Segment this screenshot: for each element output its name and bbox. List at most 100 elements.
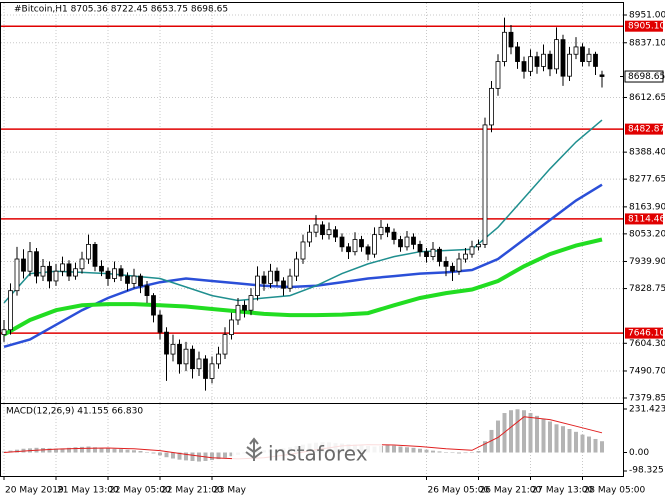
candle-body xyxy=(411,236,416,245)
macd-bar xyxy=(223,452,227,458)
candle-body xyxy=(112,268,117,279)
candle-body xyxy=(515,46,520,62)
candle-body xyxy=(326,229,332,236)
candle-body xyxy=(1,329,7,335)
level-label: 8114.46 xyxy=(628,214,665,224)
candle-body xyxy=(92,243,98,267)
candle-body xyxy=(118,268,124,277)
last-price-label: 8698.65 xyxy=(628,72,665,82)
candle-body xyxy=(307,231,312,243)
candle-body xyxy=(378,226,384,236)
macd-bar xyxy=(60,448,65,453)
macd-bar xyxy=(522,410,526,453)
candle-body xyxy=(391,231,397,240)
candle-body xyxy=(294,258,299,277)
y-tick-label: 8612.65 xyxy=(629,93,665,103)
macd-bar xyxy=(47,448,52,453)
macd-bar xyxy=(554,424,559,453)
macd-bar xyxy=(171,452,175,459)
level-label: 8482.87 xyxy=(628,125,665,135)
y-tick-label: 8837.10 xyxy=(629,38,665,48)
macd-bar xyxy=(99,447,104,453)
candle-body xyxy=(60,263,65,272)
macd-bar xyxy=(600,441,604,453)
candle-body xyxy=(476,243,481,248)
candle-body xyxy=(586,53,592,62)
candle-body xyxy=(177,343,182,365)
macd-bar xyxy=(73,447,78,453)
level-label-box xyxy=(625,213,663,225)
macd-bar xyxy=(385,445,390,453)
macd-bar xyxy=(398,446,403,453)
macd-label: MACD(12,26,9) 41.155 66.830 xyxy=(6,407,143,417)
macd-bar xyxy=(392,445,396,453)
macd-bar xyxy=(93,447,97,453)
macd-bar xyxy=(470,452,474,453)
candle-body xyxy=(131,275,137,284)
candle-body xyxy=(573,46,579,55)
level-label-box xyxy=(625,327,663,339)
candle-body xyxy=(320,224,325,236)
candle-body xyxy=(190,348,195,370)
macd-bar xyxy=(138,451,143,453)
candle-body xyxy=(86,243,91,260)
y-tick-label: 7828.75 xyxy=(629,284,665,294)
macd-bar xyxy=(405,447,409,453)
candle-body xyxy=(541,53,546,67)
candle-body xyxy=(495,61,501,89)
macd-bar xyxy=(444,452,448,453)
macd-bar xyxy=(567,429,572,453)
macd-bar xyxy=(535,415,539,453)
y-tick-label: 7379.85 xyxy=(629,394,665,404)
x-tick-label: 22 May 21:00 xyxy=(161,486,223,496)
candle-body xyxy=(99,265,104,272)
candle-body xyxy=(21,258,26,272)
logo: instaforex xyxy=(232,436,382,470)
macd-bar xyxy=(54,448,58,453)
candle-body xyxy=(599,74,605,77)
x-tick-label: 21 May 13:00 xyxy=(57,486,119,496)
candle-body xyxy=(554,39,559,70)
candle-body xyxy=(138,275,143,287)
candle-body xyxy=(313,224,319,233)
macd-bar xyxy=(216,452,221,460)
macd-bar xyxy=(145,452,149,453)
candle-body xyxy=(14,258,20,292)
candle-body xyxy=(365,246,371,255)
candle-body xyxy=(255,275,260,296)
candle-body xyxy=(339,236,345,248)
y-tick-label: 8163.90 xyxy=(629,202,665,212)
level-label-box xyxy=(625,123,663,135)
macd-bar xyxy=(548,421,552,453)
macd-bar xyxy=(574,431,578,453)
candle-body xyxy=(385,226,390,233)
macd-bar xyxy=(112,448,117,453)
macd-bar xyxy=(424,449,429,453)
candle-body xyxy=(27,251,33,272)
macd-bar xyxy=(411,447,416,453)
candle-body xyxy=(34,251,39,277)
last-price-box xyxy=(624,70,664,83)
macd-bar xyxy=(106,448,110,453)
candle-body xyxy=(274,270,280,282)
macd-bar xyxy=(67,447,71,453)
macd-bar xyxy=(476,451,481,453)
candle-body xyxy=(359,239,364,248)
x-tick-label: 27 May 13:00 xyxy=(532,486,594,496)
candle-body xyxy=(528,56,533,72)
candle-body xyxy=(463,253,468,260)
candle-body xyxy=(437,248,442,262)
macd-bar xyxy=(561,426,565,453)
candle-body xyxy=(547,53,553,70)
candle-body xyxy=(144,285,150,296)
macd-bar xyxy=(509,410,513,453)
candle-body xyxy=(534,56,540,67)
candle-body xyxy=(66,263,72,277)
candle-body xyxy=(209,363,215,379)
macd-bar xyxy=(197,452,201,462)
macd-bar xyxy=(86,446,91,453)
candle-body xyxy=(164,331,169,355)
moving-average-line xyxy=(3,119,603,304)
macd-bar xyxy=(184,452,188,461)
